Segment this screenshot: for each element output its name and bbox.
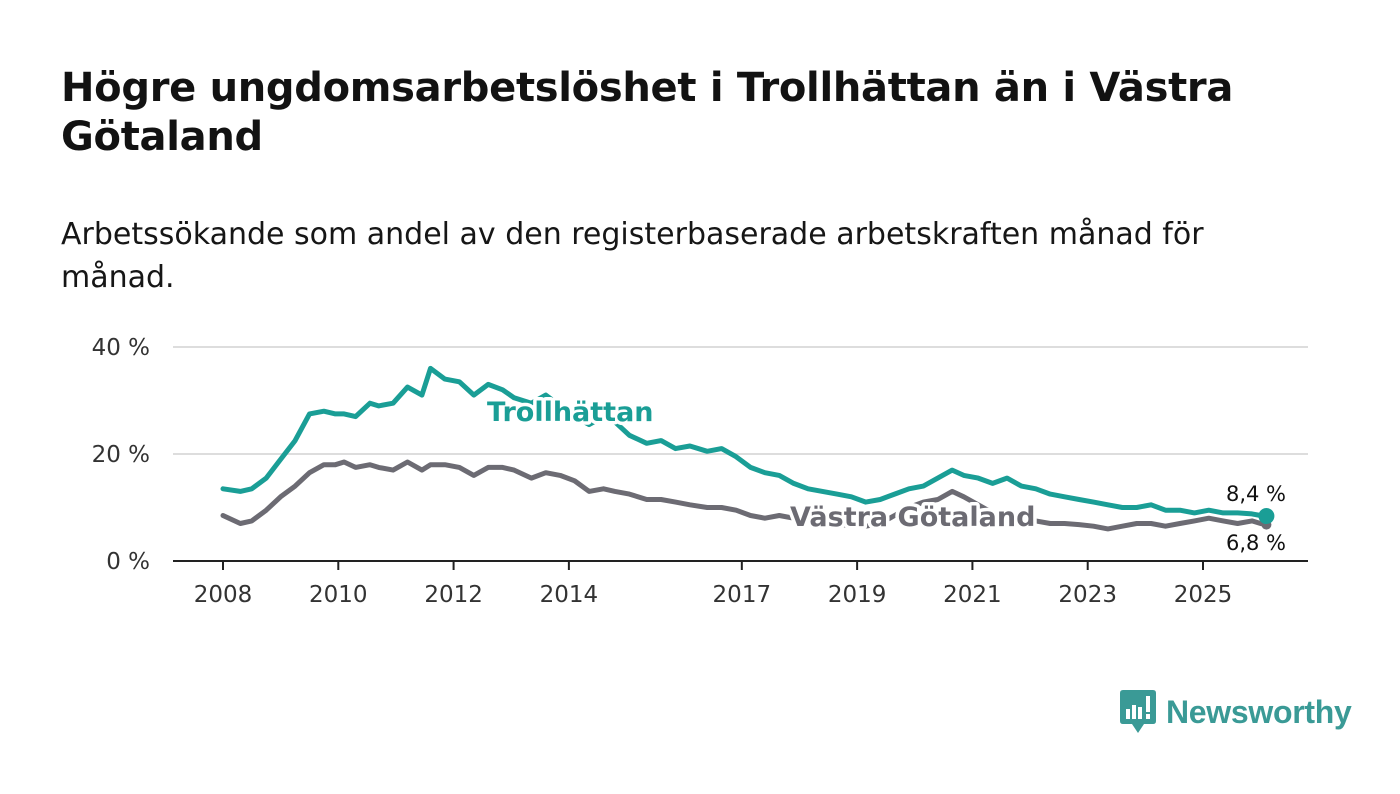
x-tick-label: 2008 xyxy=(194,582,253,608)
series-label-vastra-gotaland: Västra Götaland xyxy=(790,502,1035,533)
end-value-vastra-gotaland: 6,8 % xyxy=(1226,531,1286,555)
end-point-trollhattan xyxy=(1258,508,1275,525)
y-tick-label: 20 % xyxy=(92,442,150,468)
y-tick-label: 40 % xyxy=(92,335,150,361)
series-line-vastra-gotaland xyxy=(220,459,1269,532)
series-lines xyxy=(220,365,1275,532)
y-tick-label: 0 % xyxy=(106,549,150,575)
chart-subtitle: Arbetssökande som andel av den registerb… xyxy=(61,217,1204,295)
gridlines xyxy=(173,346,1308,562)
x-tick-label: 2017 xyxy=(713,582,772,608)
x-tick-label: 2019 xyxy=(828,582,887,608)
brand-name: Newsworthy xyxy=(1166,693,1352,730)
newsworthy-logo[interactable]: Newsworthy xyxy=(1120,690,1352,734)
x-tick-label: 2025 xyxy=(1174,582,1233,608)
x-tick-label: 2010 xyxy=(309,582,368,608)
series-labels: Trollhättan Västra Götaland 8,4 % 6,8 % xyxy=(484,394,1287,556)
series-line-trollhattan xyxy=(220,365,1269,519)
series-label-trollhattan: Trollhättan xyxy=(487,397,654,428)
x-tick-label: 2012 xyxy=(424,582,483,608)
end-value-trollhattan: 8,4 % xyxy=(1226,482,1286,506)
chart-title: Högre ungdomsarbetslöshet i Trollhättan … xyxy=(61,65,1234,160)
x-tick-label: 2014 xyxy=(540,582,599,608)
newsworthy-logo-icon xyxy=(1120,690,1156,733)
x-tick-label: 2023 xyxy=(1058,582,1117,608)
x-axis-ticks: 2008 2010 2012 2014 2017 2019 2021 2023 2025 xyxy=(194,561,1233,608)
x-tick-label: 2021 xyxy=(943,582,1002,608)
y-axis-ticks: 0 % 20 % 40 % xyxy=(92,335,150,575)
